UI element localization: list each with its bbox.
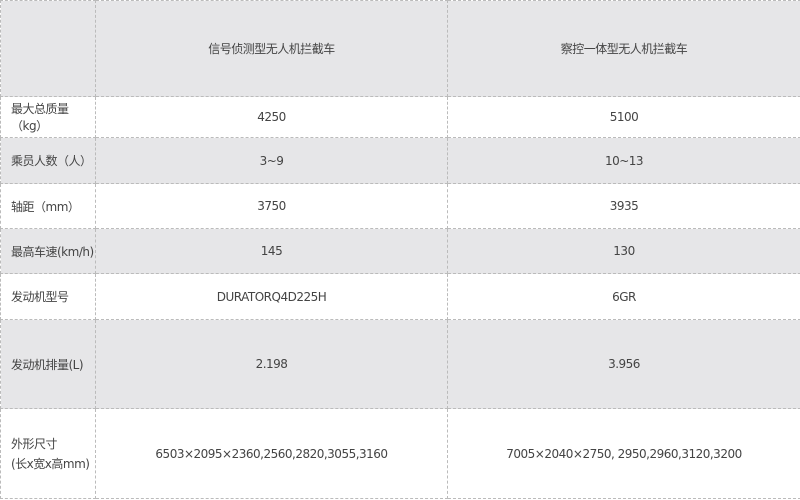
cell-col2: 5100 <box>447 96 800 138</box>
cell-col1: DURATORQ4D225H <box>95 273 448 320</box>
cell-col2: 3.956 <box>447 319 800 409</box>
table-row: 轴距（mm） 3750 3935 <box>0 183 800 229</box>
header-col1: 信号侦测型无人机拦截车 <box>95 0 448 97</box>
table-row: 发动机排量(L) 2.198 3.956 <box>0 319 800 409</box>
row-label: 发动机排量(L) <box>0 319 96 409</box>
row-label: 外形尺寸 (长x宽x高mm) <box>0 408 96 499</box>
cell-col1: 4250 <box>95 96 448 138</box>
table-row: 外形尺寸 (长x宽x高mm) 6503×2095×2360,2560,2820,… <box>0 408 800 499</box>
header-row: 信号侦测型无人机拦截车 察控一体型无人机拦截车 <box>0 0 800 97</box>
table-row: 最大总质量（kg） 4250 5100 <box>0 96 800 138</box>
cell-col2: 6GR <box>447 273 800 320</box>
row-label: 最高车速(km/h) <box>0 228 96 274</box>
cell-col2: 10~13 <box>447 137 800 184</box>
corner-cell <box>0 0 96 97</box>
row-label: 发动机型号 <box>0 273 96 320</box>
cell-col1: 2.198 <box>95 319 448 409</box>
cell-col2: 7005×2040×2750, 2950,2960,3120,3200 <box>447 408 800 499</box>
table-row: 发动机型号 DURATORQ4D225H 6GR <box>0 273 800 320</box>
cell-col1: 6503×2095×2360,2560,2820,3055,3160 <box>95 408 448 499</box>
cell-col2: 130 <box>447 228 800 274</box>
table-row: 最高车速(km/h) 145 130 <box>0 228 800 274</box>
row-label: 乘员人数（人） <box>0 137 96 184</box>
cell-col1: 145 <box>95 228 448 274</box>
cell-col1: 3~9 <box>95 137 448 184</box>
table-row: 乘员人数（人） 3~9 10~13 <box>0 137 800 184</box>
cell-col1: 3750 <box>95 183 448 229</box>
cell-col2: 3935 <box>447 183 800 229</box>
row-label: 轴距（mm） <box>0 183 96 229</box>
row-label: 最大总质量（kg） <box>0 96 96 138</box>
header-col2: 察控一体型无人机拦截车 <box>447 0 800 97</box>
